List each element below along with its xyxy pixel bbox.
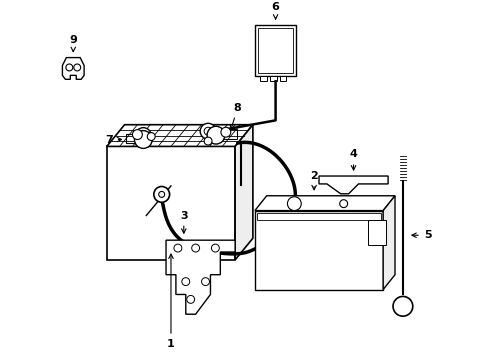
Circle shape (211, 244, 219, 252)
Polygon shape (62, 58, 84, 79)
Circle shape (135, 128, 151, 143)
Circle shape (392, 296, 412, 316)
Circle shape (66, 64, 73, 71)
Circle shape (200, 123, 216, 139)
Polygon shape (166, 240, 235, 314)
Bar (279, 76, 286, 81)
Text: 8: 8 (230, 103, 241, 129)
Circle shape (159, 192, 164, 197)
Circle shape (203, 137, 212, 145)
Text: 1: 1 (167, 254, 175, 349)
Circle shape (207, 126, 224, 144)
Text: 3: 3 (180, 211, 187, 233)
Polygon shape (235, 125, 252, 260)
Text: 5: 5 (411, 230, 430, 240)
Circle shape (134, 131, 152, 148)
Circle shape (221, 127, 230, 137)
Circle shape (147, 132, 155, 140)
Circle shape (186, 296, 194, 303)
Text: 2: 2 (309, 171, 317, 190)
Circle shape (339, 200, 347, 208)
Bar (367, 220, 386, 245)
Bar (259, 76, 266, 81)
Bar (269, 76, 276, 81)
Bar (125, 134, 141, 143)
Text: 6: 6 (271, 2, 279, 19)
Polygon shape (106, 125, 252, 147)
Bar (256, 212, 381, 220)
Text: 4: 4 (349, 149, 357, 170)
Circle shape (182, 278, 189, 285)
Bar (106, 147, 235, 260)
Circle shape (139, 132, 147, 140)
Bar (257, 28, 293, 73)
Circle shape (154, 186, 169, 202)
Bar (221, 129, 236, 139)
Circle shape (191, 244, 199, 252)
Circle shape (132, 130, 142, 140)
Circle shape (74, 64, 81, 71)
Bar (254, 25, 296, 76)
Circle shape (203, 127, 212, 135)
Polygon shape (383, 196, 394, 289)
Circle shape (287, 197, 301, 211)
Bar (254, 211, 383, 289)
Text: 7: 7 (105, 135, 122, 144)
Polygon shape (318, 176, 387, 194)
Polygon shape (254, 196, 394, 211)
Circle shape (201, 278, 209, 285)
Text: 9: 9 (69, 35, 77, 51)
Circle shape (174, 244, 182, 252)
